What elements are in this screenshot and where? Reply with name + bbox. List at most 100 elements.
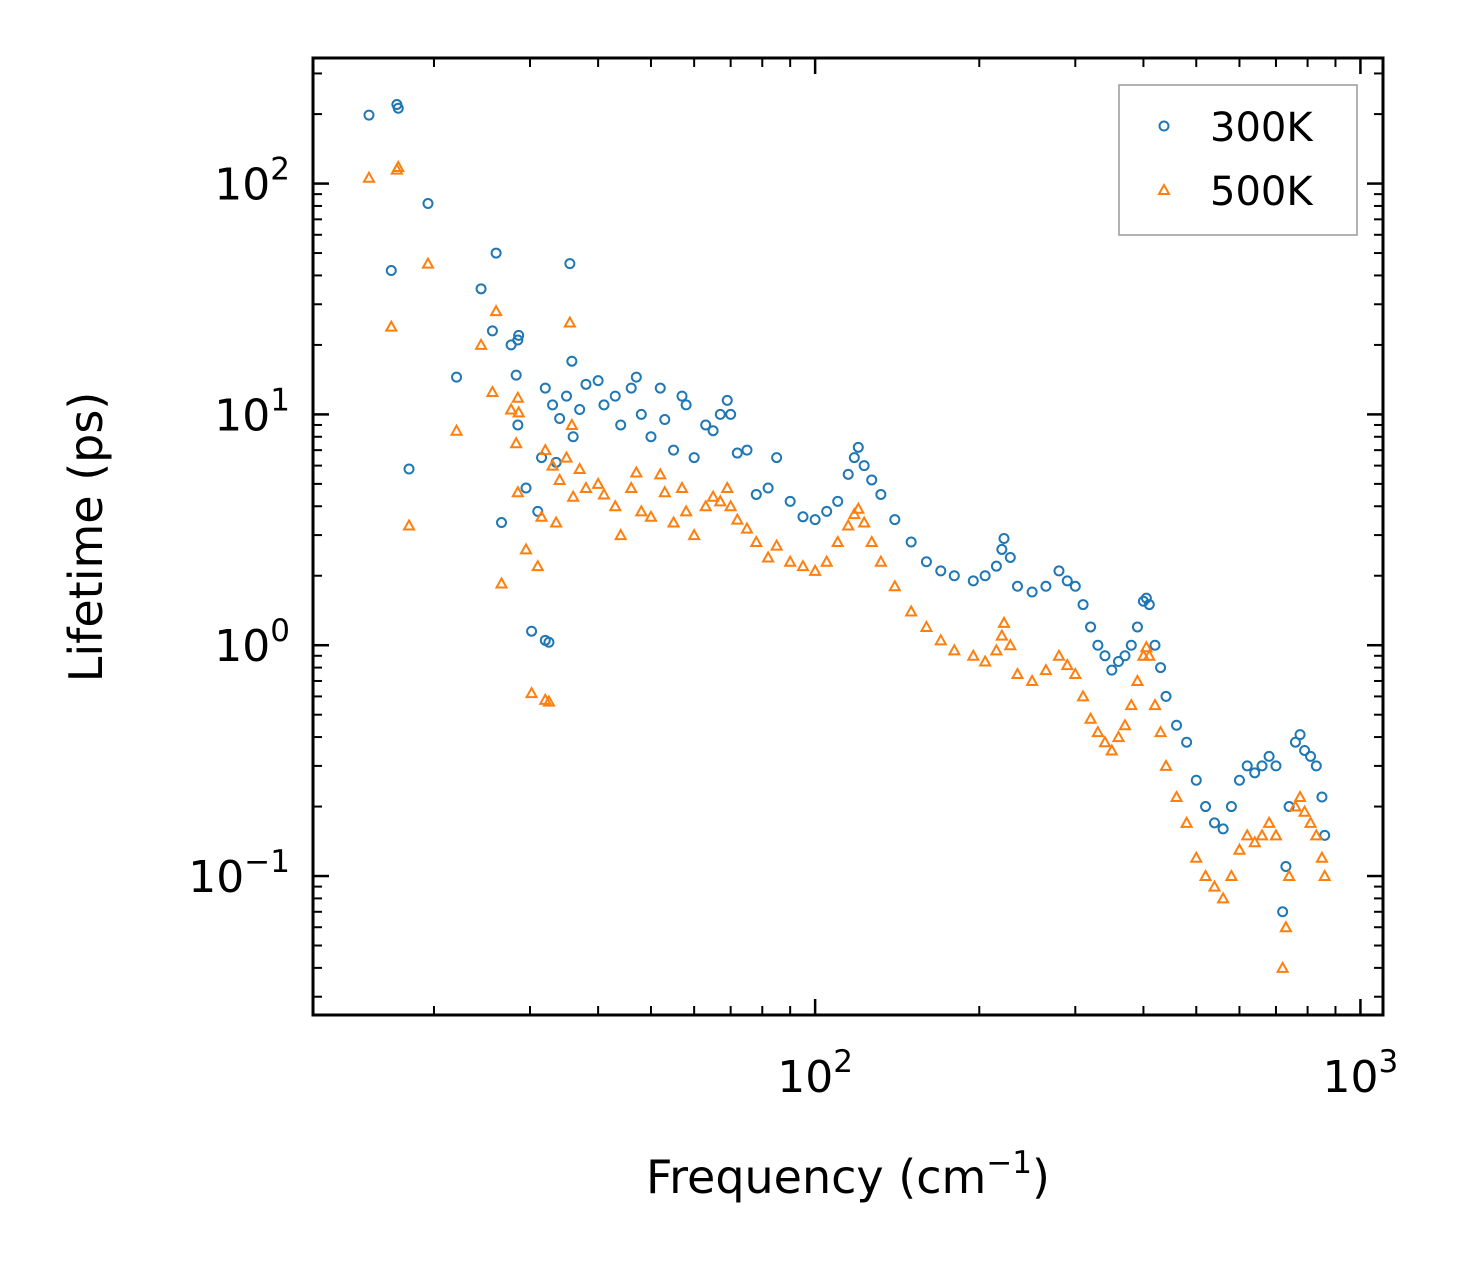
point-300K-10 [496, 517, 508, 529]
point-300K-54 [762, 482, 774, 494]
point-500K-49 [720, 480, 734, 493]
point-500K-37 [629, 465, 644, 478]
point-300K-43 [676, 390, 688, 402]
major-ticks [313, 58, 1383, 1015]
point-500K-34 [608, 499, 622, 512]
point-500K-81 [1052, 648, 1066, 661]
legend-frame [1118, 84, 1358, 236]
point-300K-82 [1061, 575, 1073, 587]
x-tick-label: 102 [777, 1044, 853, 1103]
point-500K-56 [783, 554, 797, 567]
point-300K-53 [750, 488, 762, 500]
point-500K-60 [830, 534, 845, 548]
point-500K-75 [995, 628, 1009, 641]
point-300K-96 [1149, 639, 1161, 651]
point-500K-11 [504, 402, 518, 415]
point-500K-111 [1269, 828, 1283, 841]
point-500K-10 [494, 576, 509, 589]
point-500K-48 [713, 494, 727, 507]
point-300K-66 [875, 488, 887, 500]
point-300K-61 [842, 468, 854, 480]
point-300K-46 [700, 419, 712, 431]
point-500K-67 [888, 579, 902, 592]
legend-label-300k: 300K [1210, 105, 1314, 151]
point-300K-52 [741, 444, 753, 456]
point-500K-59 [819, 554, 834, 567]
point-500K-117 [1297, 804, 1312, 817]
point-300K-2 [392, 102, 404, 114]
point-500K-44 [679, 504, 693, 517]
point-300K-41 [659, 414, 671, 426]
point-300K-7 [475, 283, 487, 295]
point-300K-105 [1225, 801, 1237, 813]
point-300K-51 [731, 447, 743, 459]
point-300K-3 [385, 265, 397, 277]
point-300K-22 [543, 636, 555, 648]
point-500K-78 [1010, 666, 1025, 680]
point-300K-81 [1053, 565, 1065, 577]
point-300K-20 [539, 382, 551, 394]
point-500K-53 [749, 534, 763, 548]
point-500K-118 [1303, 815, 1318, 828]
point-300K-79 [1026, 586, 1038, 598]
point-500K-110 [1262, 815, 1276, 828]
point-500K-3 [384, 319, 398, 332]
point-500K-100 [1179, 815, 1194, 828]
point-500K-15 [511, 485, 525, 498]
point-300K-98 [1160, 690, 1172, 702]
point-300K-95 [1143, 599, 1155, 611]
point-300K-84 [1077, 599, 1089, 611]
point-500K-77 [1003, 638, 1018, 651]
point-500K-20 [538, 443, 552, 456]
point-500K-6 [449, 423, 464, 436]
point-500K-30 [572, 461, 587, 475]
point-500K-108 [1248, 835, 1262, 848]
point-300K-91 [1125, 639, 1137, 651]
point-300K-70 [935, 565, 947, 577]
point-500K-2 [391, 159, 405, 172]
point-500K-57 [796, 559, 810, 572]
point-300K-37 [630, 371, 642, 383]
point-500K-102 [1198, 868, 1213, 882]
point-300K-120 [1316, 791, 1328, 803]
point-300K-36 [625, 382, 637, 394]
point-500K-73 [978, 654, 992, 667]
y-tick-label: 100 [214, 613, 290, 672]
point-300K-101 [1190, 774, 1202, 786]
point-500K-115 [1288, 799, 1303, 812]
point-500K-69 [919, 619, 934, 632]
point-500K-55 [769, 538, 784, 551]
point-300K-30 [574, 404, 586, 416]
point-300K-107 [1241, 760, 1253, 772]
series-500K [362, 159, 1332, 973]
point-300K-68 [905, 536, 917, 548]
point-500K-61 [841, 518, 855, 531]
point-500K-12 [511, 390, 525, 403]
point-300K-111 [1270, 760, 1282, 772]
point-500K-112 [1275, 960, 1290, 973]
point-500K-88 [1105, 743, 1119, 756]
point-500K-120 [1315, 850, 1329, 863]
point-300K-31 [580, 378, 592, 390]
point-300K-45 [688, 452, 700, 464]
legend-marker-300k [1158, 120, 1170, 132]
point-500K-27 [563, 315, 577, 328]
point-300K-74 [990, 560, 1002, 572]
point-300K-57 [797, 511, 809, 523]
point-500K-106 [1232, 842, 1247, 855]
point-500K-52 [740, 521, 754, 534]
point-300K-71 [948, 570, 960, 582]
point-300K-33 [598, 399, 610, 411]
point-300K-62 [848, 452, 860, 464]
point-300K-112 [1277, 906, 1289, 918]
point-500K-105 [1224, 868, 1239, 882]
point-500K-101 [1189, 850, 1203, 863]
point-500K-97 [1153, 725, 1168, 738]
point-500K-76 [997, 615, 1011, 628]
point-300K-90 [1119, 650, 1131, 662]
point-300K-9 [490, 247, 502, 259]
point-500K-66 [874, 554, 888, 567]
point-300K-0 [363, 109, 375, 121]
point-500K-98 [1159, 758, 1173, 771]
point-300K-69 [920, 556, 932, 568]
